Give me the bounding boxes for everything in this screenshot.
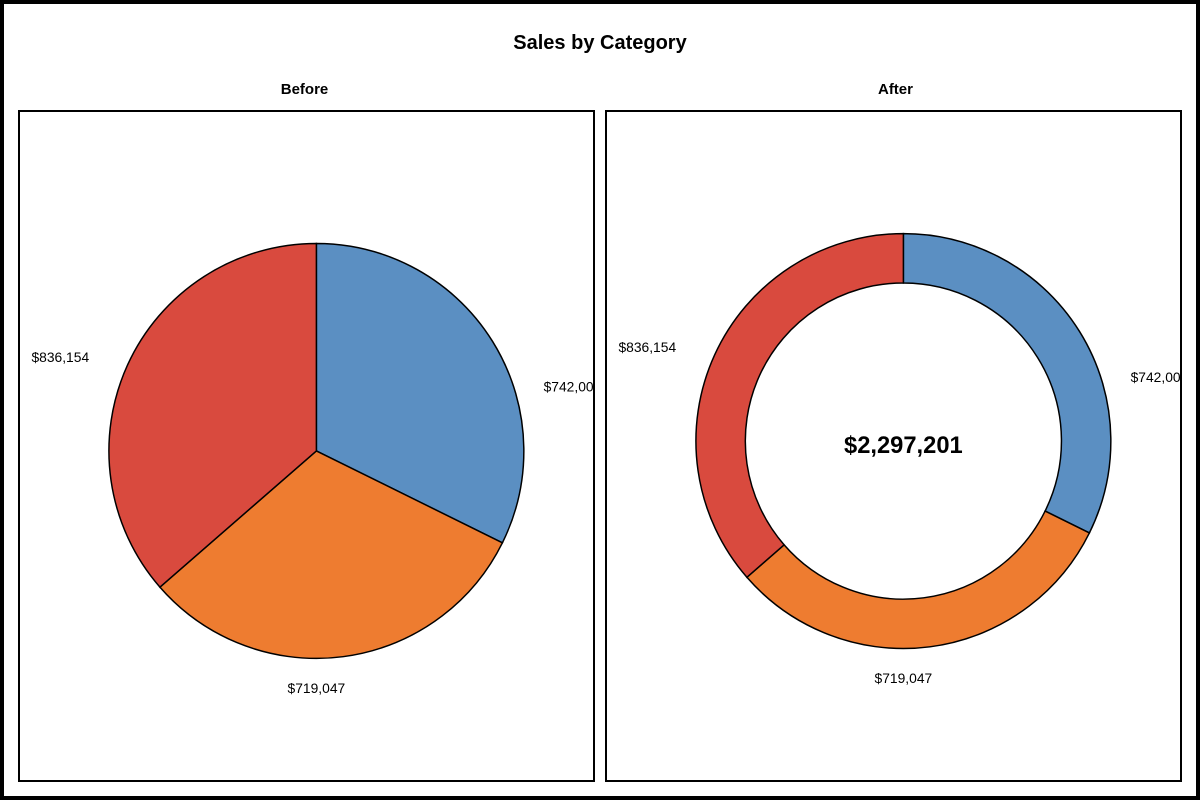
slice-label-1: $719,047 [288,680,346,696]
slice-label-1: $719,047 [875,670,933,686]
donut-slice-2 [696,234,903,578]
slice-label-0: $742,000 [544,379,593,395]
left-subtitle: Before [18,81,591,98]
donut-slice-1 [747,511,1090,648]
panels-row: $742,000 $719,047 $836,154 $742,000 $719,04… [18,110,1182,782]
left-panel: $742,000 $719,047 $836,154 [18,110,595,782]
right-subtitle: After [609,81,1182,98]
subtitles-row: Before After [18,81,1182,110]
slice-label-0: $742,000 [1131,369,1180,385]
pie-chart-before: $742,000 $719,047 $836,154 [20,112,593,780]
donut-slice-0 [903,234,1110,533]
donut-chart-after: $742,000 $719,047 $836,154 $2,297,201 [607,112,1180,780]
chart-container: Sales by Category Before After $742,000$… [0,0,1200,800]
slice-label-2: $836,154 [618,339,676,355]
slice-label-2: $836,154 [31,349,89,365]
main-title: Sales by Category [18,32,1182,55]
center-total-label: $2,297,201 [844,433,963,459]
right-panel: $742,000 $719,047 $836,154 $2,297,201 [605,110,1182,782]
